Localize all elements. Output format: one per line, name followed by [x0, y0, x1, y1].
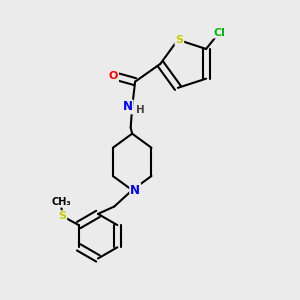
Text: S: S [175, 35, 183, 45]
Text: O: O [109, 71, 118, 81]
Text: S: S [58, 211, 66, 221]
Text: N: N [130, 184, 140, 196]
Text: N: N [123, 100, 133, 113]
Text: CH₃: CH₃ [51, 197, 71, 207]
Text: H: H [136, 106, 145, 116]
Text: Cl: Cl [214, 28, 225, 38]
